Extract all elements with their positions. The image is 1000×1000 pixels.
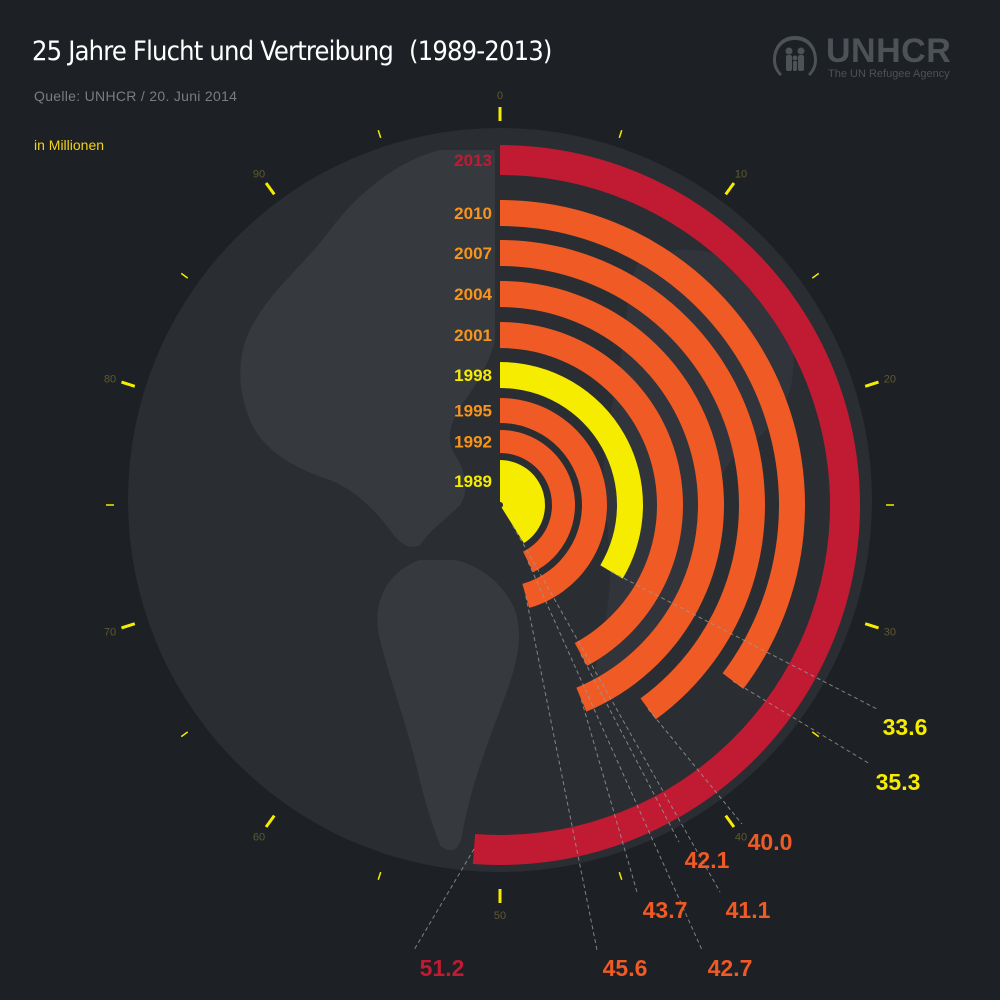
tick-mark — [724, 814, 736, 828]
tick-label: 60 — [253, 832, 265, 844]
year-label-2004: 2004 — [454, 285, 492, 304]
tick-mark — [864, 380, 879, 388]
tick-mark — [864, 622, 879, 630]
bar-1995 — [500, 398, 607, 608]
tick-mark — [121, 622, 136, 630]
leader-line — [512, 525, 721, 893]
tick-mark — [724, 182, 736, 196]
tick-mark — [180, 731, 189, 738]
tick-mark — [377, 130, 382, 139]
value-labels: 41.1 42.7 45.6 33.6 42.1 43.7 40.0 35.3 51.2 — [420, 714, 928, 981]
unhcr-logo: UNHCR The UN Refugee Agency — [770, 32, 970, 80]
unhcr-people-icon — [773, 36, 817, 76]
leader-line — [580, 654, 680, 843]
globe-land-south-america — [377, 560, 520, 851]
bar-2007 — [500, 240, 766, 720]
value-label-2010: 35.3 — [876, 769, 921, 795]
tick-label: 50 — [494, 910, 506, 922]
bar-1992 — [500, 430, 576, 573]
leader-line — [413, 848, 475, 951]
bars — [472, 145, 860, 865]
globe-land-north-america — [240, 150, 495, 547]
tick-mark — [121, 380, 136, 388]
tick-label: 10 — [735, 168, 747, 180]
bar-2010 — [500, 200, 806, 689]
leader-lines — [413, 525, 878, 951]
bar-2001 — [500, 322, 683, 666]
year-labels: 1989 1992 1995 1998 2001 2004 2007 2010 2013 — [454, 151, 492, 491]
tick-label: 0 — [497, 90, 503, 102]
logo-tagline: The UN Refugee Agency — [828, 68, 950, 80]
chart-title: 25 Jahre Flucht und Vertreibung (1989-201… — [32, 36, 552, 67]
leader-line — [611, 571, 878, 710]
scale-ticks: 0 10 20 30 40 50 60 70 80 90 — [104, 90, 896, 922]
tick-mark — [180, 272, 189, 279]
tick-mark — [377, 871, 382, 880]
value-label-2013: 51.2 — [420, 955, 465, 981]
tick-mark — [264, 182, 276, 196]
value-label-1995: 45.6 — [603, 955, 648, 981]
tick-label: 20 — [884, 373, 896, 385]
value-label-2004: 43.7 — [643, 897, 688, 923]
tick-label: 80 — [104, 373, 116, 385]
tick-mark — [811, 272, 820, 279]
source-note: Quelle: UNHCR / 20. Juni 2014 — [34, 88, 238, 104]
year-label-1998: 1998 — [454, 366, 492, 385]
tick-mark — [618, 871, 623, 880]
year-label-1989: 1989 — [454, 472, 492, 491]
bar-2004 — [500, 281, 725, 712]
leader-line — [647, 708, 743, 825]
year-label-1992: 1992 — [454, 433, 492, 452]
tick-mark — [618, 130, 623, 139]
value-label-2007: 40.0 — [748, 829, 793, 855]
value-label-1992: 42.7 — [708, 955, 753, 981]
value-label-2001: 42.1 — [685, 847, 730, 873]
year-label-2013: 2013 — [454, 151, 492, 170]
tick-mark — [264, 814, 276, 828]
leader-line — [580, 699, 638, 893]
tick-label: 40 — [735, 832, 747, 844]
leader-line — [732, 680, 871, 765]
value-label-1989: 41.1 — [726, 897, 771, 923]
unit-label: in Millionen — [34, 137, 105, 153]
tick-label: 90 — [253, 168, 265, 180]
year-label-1995: 1995 — [454, 402, 492, 421]
logo-name: UNHCR — [826, 32, 952, 70]
bar-1989 — [500, 459, 546, 544]
value-label-1998: 33.6 — [883, 714, 928, 740]
leader-line — [527, 561, 703, 951]
year-label-2007: 2007 — [454, 244, 492, 263]
tick-mark — [811, 731, 820, 738]
tick-label: 30 — [884, 627, 896, 639]
title-text: 25 Jahre Flucht und Vertreibung — [32, 36, 394, 67]
tick-label: 70 — [104, 627, 116, 639]
year-label-2001: 2001 — [454, 326, 492, 345]
year-label-2010: 2010 — [454, 204, 492, 223]
title-period: (1989-2013) — [409, 36, 552, 67]
bar-1998 — [500, 362, 643, 579]
